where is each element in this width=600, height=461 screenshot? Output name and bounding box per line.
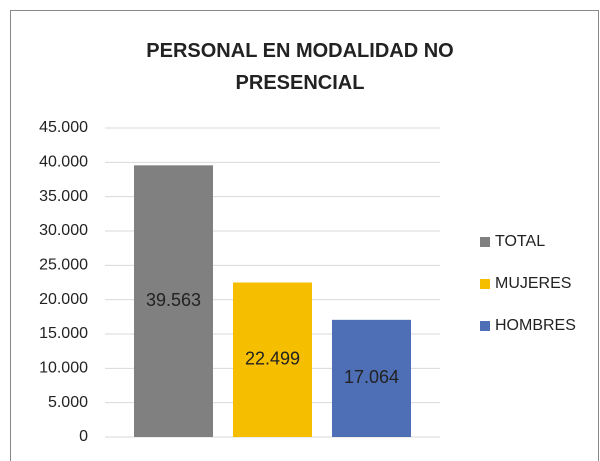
y-tick-label: 10.000 <box>39 360 88 377</box>
y-tick-label: 45.000 <box>39 119 88 136</box>
bar <box>134 165 213 438</box>
bar <box>332 319 411 437</box>
y-tick-label: 20.000 <box>39 291 88 308</box>
y-tick-label: 40.000 <box>39 154 88 171</box>
legend-swatch <box>480 321 490 331</box>
y-tick-label: 25.000 <box>39 257 88 274</box>
data-label: 39.563 <box>146 290 201 310</box>
legend-swatch <box>480 279 490 289</box>
legend-label: HOMBRES <box>495 317 576 334</box>
data-label: 17.064 <box>344 367 399 387</box>
y-tick-label: 35.000 <box>39 188 88 205</box>
data-label: 22.499 <box>245 349 300 369</box>
y-tick-label: 15.000 <box>39 325 88 342</box>
y-tick-label: 0 <box>79 428 88 445</box>
y-tick-label: 5.000 <box>48 394 88 411</box>
y-tick-label: 30.000 <box>39 222 88 239</box>
legend-label: TOTAL <box>495 233 545 250</box>
chart-title: PERSONAL EN MODALIDAD NO PRESENCIAL <box>146 40 453 94</box>
bar <box>233 282 312 437</box>
legend-label: MUJERES <box>495 275 571 292</box>
legend-swatch <box>480 237 490 247</box>
